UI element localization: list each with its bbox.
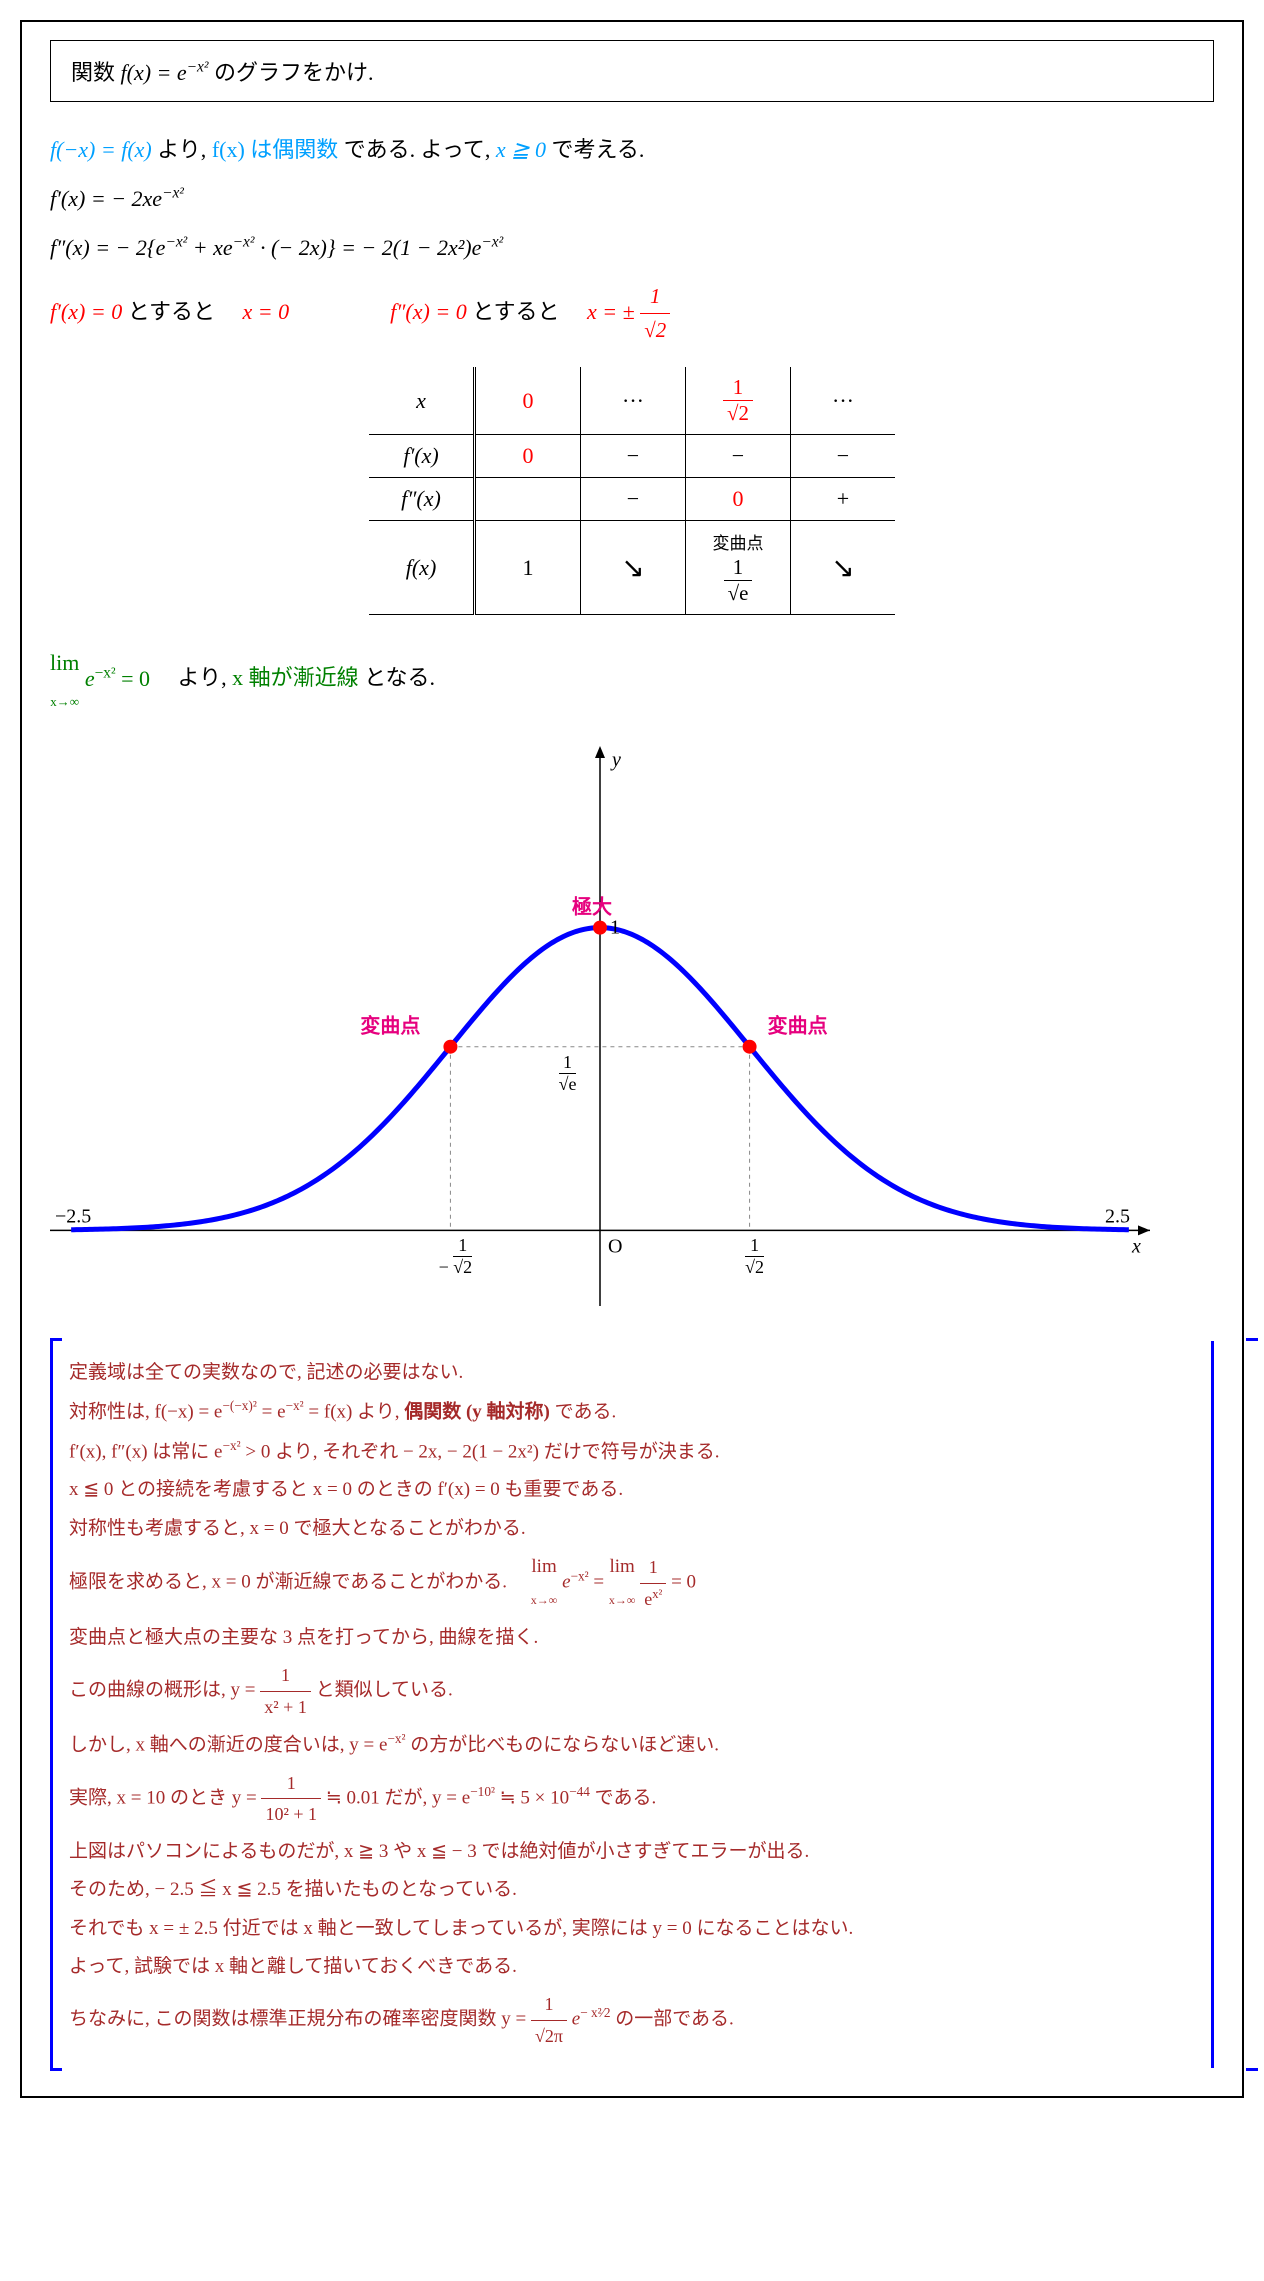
sym-cond: x ≧ 0 [496,137,546,162]
svg-text:2.5: 2.5 [1105,1205,1130,1227]
svg-text:極大: 極大 [571,894,612,918]
notes-box: 定義域は全ての実数なので, 記述の必要はない. 対称性は, f(−x) = e−… [50,1341,1214,2068]
gaussian-graph: yxO−2.52.51極大変曲点変曲点− 1√21√21√e [50,746,1150,1306]
first-derivative: f′(x) = − 2xe−x² [50,181,1214,216]
note-line: 対称性は, f(−x) = e−(−x)² = e−x² = f(x) より, … [69,1395,1195,1429]
note-line: 定義域は全ての実数なので, 記述の必要はない. [69,1357,1195,1389]
second-derivative: f″(x) = − 2{e−x² + xe−x² · (− 2x)} = − 2… [50,230,1214,265]
note-line: 対称性も考慮すると, x = 0 で極大となることがわかる. [69,1513,1195,1545]
symmetry-line: f(−x) = f(x) より, f(x) は偶関数 である. よって, x ≧… [50,132,1214,167]
note-line: 極限を求めると, x = 0 が漸近線であることがわかる. limx→∞ e−x… [69,1551,1195,1616]
problem-box: 関数 f(x) = e−x² のグラフをかけ. [50,40,1214,102]
note-line: f′(x), f″(x) は常に e−x² > 0 より, それぞれ − 2x,… [69,1435,1195,1469]
critical-points-line: f′(x) = 0 とすると x = 0 f″(x) = 0 とすると x = … [50,280,1214,348]
problem-formula: f(x) = e−x² [121,60,209,85]
note-line: そのため, − 2.5 ≦ x ≦ 2.5 を描いたものとなっている. [69,1874,1195,1906]
svg-text:1: 1 [610,916,620,938]
sym-eq: f(−x) = f(x) [50,137,152,162]
limit-line: lim x→∞ e−x² = 0 より, x 軸が漸近線 となる. [50,645,1214,715]
note-line: よって, 試験では x 軸と離して描いておくべきである. [69,1951,1195,1983]
svg-text:変曲点: 変曲点 [360,1014,420,1038]
svg-text:変曲点: 変曲点 [768,1014,828,1038]
sym-even: f(x) は偶関数 [212,137,338,162]
sign-table: x 0 ··· 1√2 ··· f′(x) 0 − − − f″(x) − 0 … [369,367,895,615]
table-row: f′(x) 0 − − − [369,435,895,478]
svg-text:O: O [608,1235,622,1257]
svg-text:−2.5: −2.5 [55,1205,91,1227]
note-line: 変曲点と極大点の主要な 3 点を打ってから, 曲線を描く. [69,1622,1195,1654]
note-line: それでも x = ± 2.5 付近では x 軸と一致してしまっているが, 実際に… [69,1913,1195,1945]
note-line: 実際, x = 10 のとき y = 110² + 1 ≒ 0.01 だが, y… [69,1768,1195,1830]
page: 関数 f(x) = e−x² のグラフをかけ. f(−x) = f(x) より,… [20,20,1244,2098]
problem-prefix: 関数 [71,60,121,85]
table-row: x 0 ··· 1√2 ··· [369,367,895,435]
problem-suffix: のグラフをかけ. [214,60,374,85]
svg-text:x: x [1131,1235,1141,1257]
table-row: f(x) 1 ↘ 変曲点 1√e ↘ [369,521,895,615]
note-line: x ≦ 0 との接続を考慮すると x = 0 のときの f′(x) = 0 も重… [69,1474,1195,1506]
note-line: しかし, x 軸への漸近の度合いは, y = e−x² の方が比べものにならない… [69,1728,1195,1762]
note-line: この曲線の概形は, y = 1x² + 1 と類似している. [69,1660,1195,1722]
table-row: f″(x) − 0 + [369,478,895,521]
graph: yxO−2.52.51極大変曲点変曲点− 1√21√21√e [50,746,1214,1311]
svg-text:y: y [610,749,621,771]
note-line: ちなみに, この関数は標準正規分布の確率密度関数 y = 1√2π e− x²⁄… [69,1989,1195,2051]
note-line: 上図はパソコンによるものだが, x ≧ 3 や x ≦ − 3 では絶対値が小さ… [69,1836,1195,1868]
